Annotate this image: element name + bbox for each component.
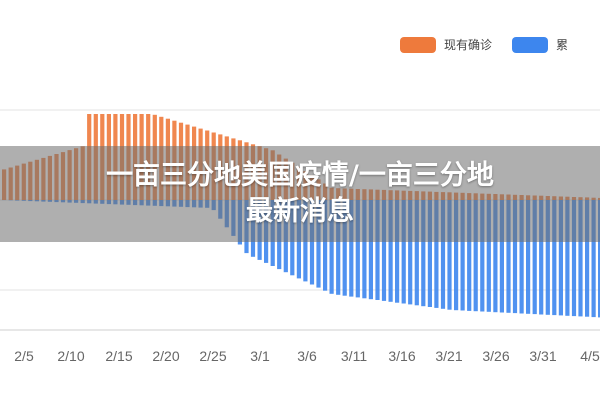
bar-cumulative-78 — [512, 200, 518, 314]
bar-cumulative-79 — [519, 200, 524, 314]
bar-cumulative-53 — [349, 200, 354, 297]
x-tick-label: 3/6 — [297, 348, 317, 364]
bar-cumulative-49 — [323, 200, 328, 291]
x-tick-label: 2/10 — [57, 348, 84, 364]
bar-cumulative-61 — [401, 200, 406, 304]
bar-cumulative-68 — [447, 200, 452, 310]
x-tick-label: 2/5 — [14, 348, 34, 364]
bar-cumulative-80 — [526, 200, 531, 314]
bar-cumulative-52 — [342, 200, 347, 296]
bar-cumulative-89 — [585, 200, 590, 317]
bar-cumulative-63 — [414, 200, 419, 306]
bar-cumulative-66 — [434, 200, 439, 308]
bar-cumulative-65 — [427, 200, 432, 307]
bar-cumulative-69 — [454, 200, 459, 311]
bar-cumulative-55 — [362, 200, 367, 299]
bar-cumulative-48 — [316, 200, 321, 288]
overlay-title-line2: 最新消息 — [246, 196, 354, 227]
x-tick-label: 3/21 — [435, 348, 462, 364]
legend-item-cumulative[interactable]: 累 — [512, 36, 568, 53]
bar-cumulative-77 — [506, 200, 511, 313]
bar-cumulative-83 — [545, 200, 550, 315]
bar-cumulative-62 — [408, 200, 413, 305]
bar-cumulative-87 — [571, 200, 577, 317]
bar-cumulative-85 — [558, 200, 563, 316]
bar-cumulative-47 — [309, 200, 315, 285]
title-overlay: 一亩三分地美国疫情/一亩三分地 最新消息 — [0, 146, 600, 242]
bar-cumulative-82 — [539, 200, 544, 315]
bar-cumulative-71 — [467, 200, 472, 311]
x-tick-label: 3/26 — [482, 348, 509, 364]
x-tick-label: 2/15 — [105, 348, 132, 364]
legend-swatch-current — [400, 36, 436, 53]
x-tick-label: 2/25 — [199, 348, 226, 364]
bar-cumulative-58 — [381, 200, 387, 301]
bar-cumulative-88 — [578, 200, 583, 317]
bar-cumulative-72 — [473, 200, 478, 312]
bar-cumulative-51 — [336, 200, 341, 295]
legend-label-current: 现有确诊 — [444, 38, 493, 52]
legend: 现有确诊 累 — [400, 36, 568, 53]
bar-cumulative-59 — [388, 200, 393, 302]
bar-cumulative-84 — [552, 200, 557, 316]
x-tick-label: 3/1 — [250, 348, 270, 364]
bar-cumulative-81 — [532, 200, 537, 315]
x-tick-label: 3/16 — [388, 348, 415, 364]
bar-cumulative-86 — [565, 200, 570, 316]
bar-cumulative-57 — [375, 200, 380, 300]
bar-cumulative-75 — [493, 200, 498, 313]
bar-cumulative-54 — [355, 200, 360, 298]
bar-cumulative-64 — [421, 200, 426, 307]
overlay-title-line1: 一亩三分地美国疫情/一亩三分地 — [106, 160, 494, 191]
bar-cumulative-91 — [598, 200, 600, 318]
bar-cumulative-70 — [460, 200, 465, 311]
bar-cumulative-50 — [329, 200, 334, 294]
legend-item-current[interactable]: 现有确诊 — [400, 36, 492, 53]
x-tick-label: 2/20 — [152, 348, 179, 364]
bar-cumulative-67 — [440, 200, 446, 309]
legend-label-cumulative: 累 — [556, 38, 569, 52]
bar-cumulative-74 — [486, 200, 491, 312]
x-tick-label: 4/5 — [580, 348, 600, 364]
bar-cumulative-60 — [395, 200, 400, 303]
bar-cumulative-73 — [480, 200, 485, 312]
x-tick-label: 3/11 — [341, 348, 367, 364]
x-tick-label: 3/31 — [529, 348, 556, 364]
bar-cumulative-90 — [591, 200, 596, 318]
bar-cumulative-76 — [499, 200, 504, 313]
legend-swatch-cumulative — [512, 36, 549, 53]
bar-cumulative-56 — [368, 200, 373, 300]
